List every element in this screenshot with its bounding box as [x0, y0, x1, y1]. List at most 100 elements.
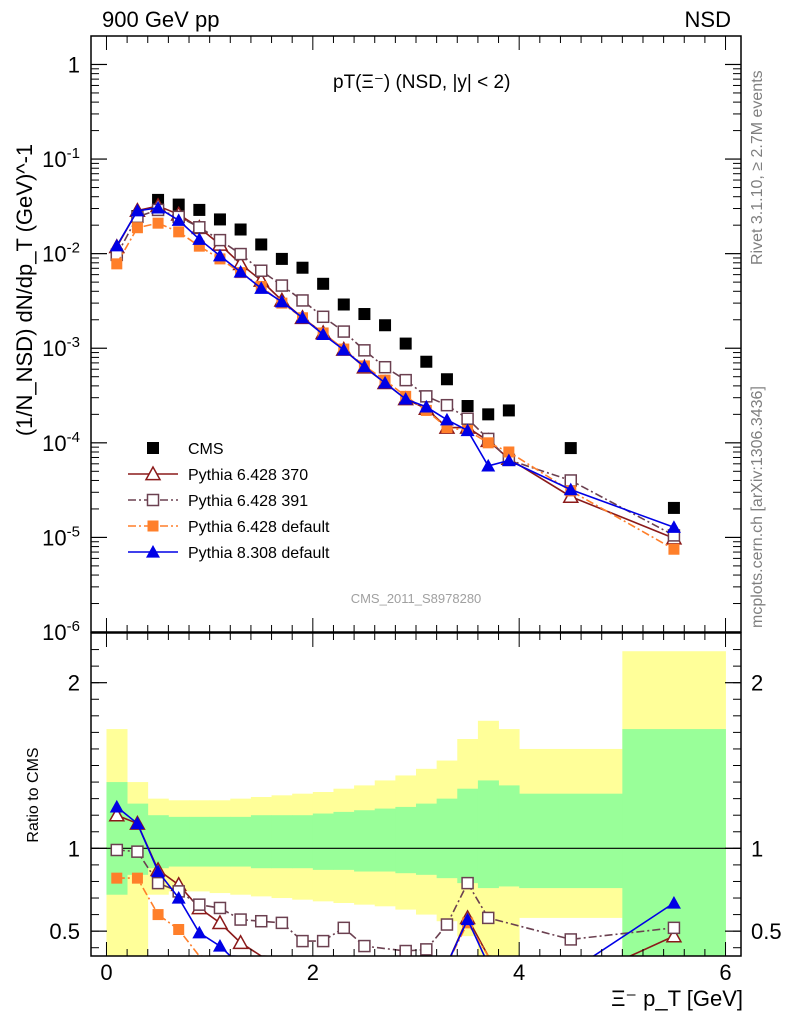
main-point	[274, 294, 289, 308]
x-tick-label: 0	[100, 960, 112, 985]
main-point	[420, 355, 433, 368]
ratio-point	[173, 923, 185, 935]
main-point	[503, 446, 515, 458]
main-point	[193, 203, 206, 216]
main-point	[316, 310, 330, 324]
ratio-point	[151, 876, 165, 890]
main-point	[254, 264, 268, 277]
ratio-point	[130, 816, 145, 830]
ratio-point	[337, 921, 351, 935]
ratio-point	[234, 913, 247, 926]
main-point	[151, 200, 166, 214]
legend-label: CMS	[188, 441, 224, 458]
main-series-4	[109, 200, 681, 533]
side-text-bottom: mcplots.cern.ch [arXiv:1306.3436]	[749, 386, 766, 628]
uncertainty-band-inner	[333, 811, 355, 870]
main-point	[254, 281, 269, 294]
main-series-line	[116, 209, 675, 537]
main-point	[378, 360, 392, 374]
ratio-point	[254, 914, 268, 928]
uncertainty-band-inner	[354, 810, 376, 872]
main-point	[399, 373, 412, 387]
ratio-y-tick-label-right: 2	[751, 671, 763, 696]
ratio-point	[109, 799, 124, 813]
x-axis-label: Ξ⁻ p_T [GeV]	[611, 986, 743, 1011]
main-point	[212, 248, 227, 262]
main-point	[358, 344, 371, 357]
legend: CMS Pythia 6.428 370 Pythia 6.428 391 Pythi…	[128, 441, 330, 562]
main-point	[233, 264, 248, 278]
main-series-line	[116, 206, 675, 529]
y-tick-label: 10-1	[42, 145, 80, 172]
main-point	[667, 501, 680, 514]
ratio-point	[232, 934, 249, 950]
y-tick-label: 10-4	[42, 429, 80, 456]
ratio-y-tick-label: 1	[68, 836, 80, 861]
main-point	[171, 213, 186, 226]
ratio-point	[358, 939, 371, 953]
uncertainty-band-inner	[168, 816, 190, 867]
uncertainty-band-inner	[189, 816, 211, 867]
uncertainty-band-inner	[147, 815, 169, 869]
ratio-point	[296, 934, 309, 948]
main-point	[378, 375, 393, 389]
main-point	[481, 458, 496, 472]
ratio-point	[193, 898, 206, 911]
main-point	[440, 398, 454, 412]
main-point	[399, 337, 412, 350]
main-point	[461, 400, 474, 413]
main-point	[440, 373, 453, 386]
main-point	[336, 342, 351, 356]
ratio-series-3	[109, 799, 681, 956]
main-point	[172, 198, 185, 211]
legend-label: Pythia 6.428 370	[188, 467, 308, 484]
ratio-point	[151, 864, 166, 878]
main-point	[255, 238, 268, 251]
ratio-ylabel: Ratio to CMS	[25, 747, 42, 842]
uncertainty-band-inner	[622, 729, 726, 956]
uncertainty-band-inner	[519, 793, 623, 889]
main-point	[234, 247, 247, 261]
main-point	[275, 252, 288, 265]
legend-marker	[146, 545, 160, 558]
uncertainty-band-inner	[477, 780, 499, 889]
ratio-point	[131, 845, 144, 858]
uncertainty-band-inner	[395, 806, 417, 874]
main-point	[501, 453, 516, 467]
main-point	[482, 437, 494, 449]
ratio-point	[460, 912, 475, 926]
main-point	[379, 319, 392, 332]
ratio-point	[275, 916, 289, 930]
main-point	[193, 240, 205, 252]
y-tick-label: 10-6	[42, 618, 80, 645]
main-point	[317, 277, 330, 290]
main-point	[398, 392, 413, 405]
ratio-point	[667, 921, 681, 935]
ratio-point	[108, 806, 126, 822]
uncertainty-band-inner	[498, 785, 520, 887]
uncertainty-band-inner	[292, 815, 314, 869]
uncertainty-band-inner	[230, 816, 252, 867]
main-point	[668, 543, 680, 555]
main-ylabel: (1/N_NSD) dN/dp_T (GeV)^-1	[12, 144, 37, 436]
legend-marker	[144, 465, 162, 481]
main-point	[419, 399, 434, 413]
main-point	[296, 294, 309, 307]
legend-label: Pythia 8.308 default	[188, 545, 330, 562]
main-point	[109, 238, 124, 252]
ratio-point	[110, 843, 124, 857]
main-point	[193, 221, 206, 234]
main-point	[439, 412, 454, 426]
main-point	[563, 482, 578, 496]
legend-marker	[147, 442, 159, 454]
uncertainty-band-inner	[209, 816, 231, 867]
main-title-text: pT(Ξ⁻) (NSD, |y| < 2)	[333, 72, 510, 93]
ratio-point	[171, 891, 186, 904]
uncertainty-band-inner	[416, 803, 438, 875]
main-point	[213, 213, 226, 226]
main-point	[666, 520, 681, 533]
main-point	[337, 298, 350, 311]
ratio-point	[192, 925, 207, 939]
ratio-y-tick-label: 2	[68, 671, 80, 696]
uncertainty-band-inner	[374, 808, 396, 872]
